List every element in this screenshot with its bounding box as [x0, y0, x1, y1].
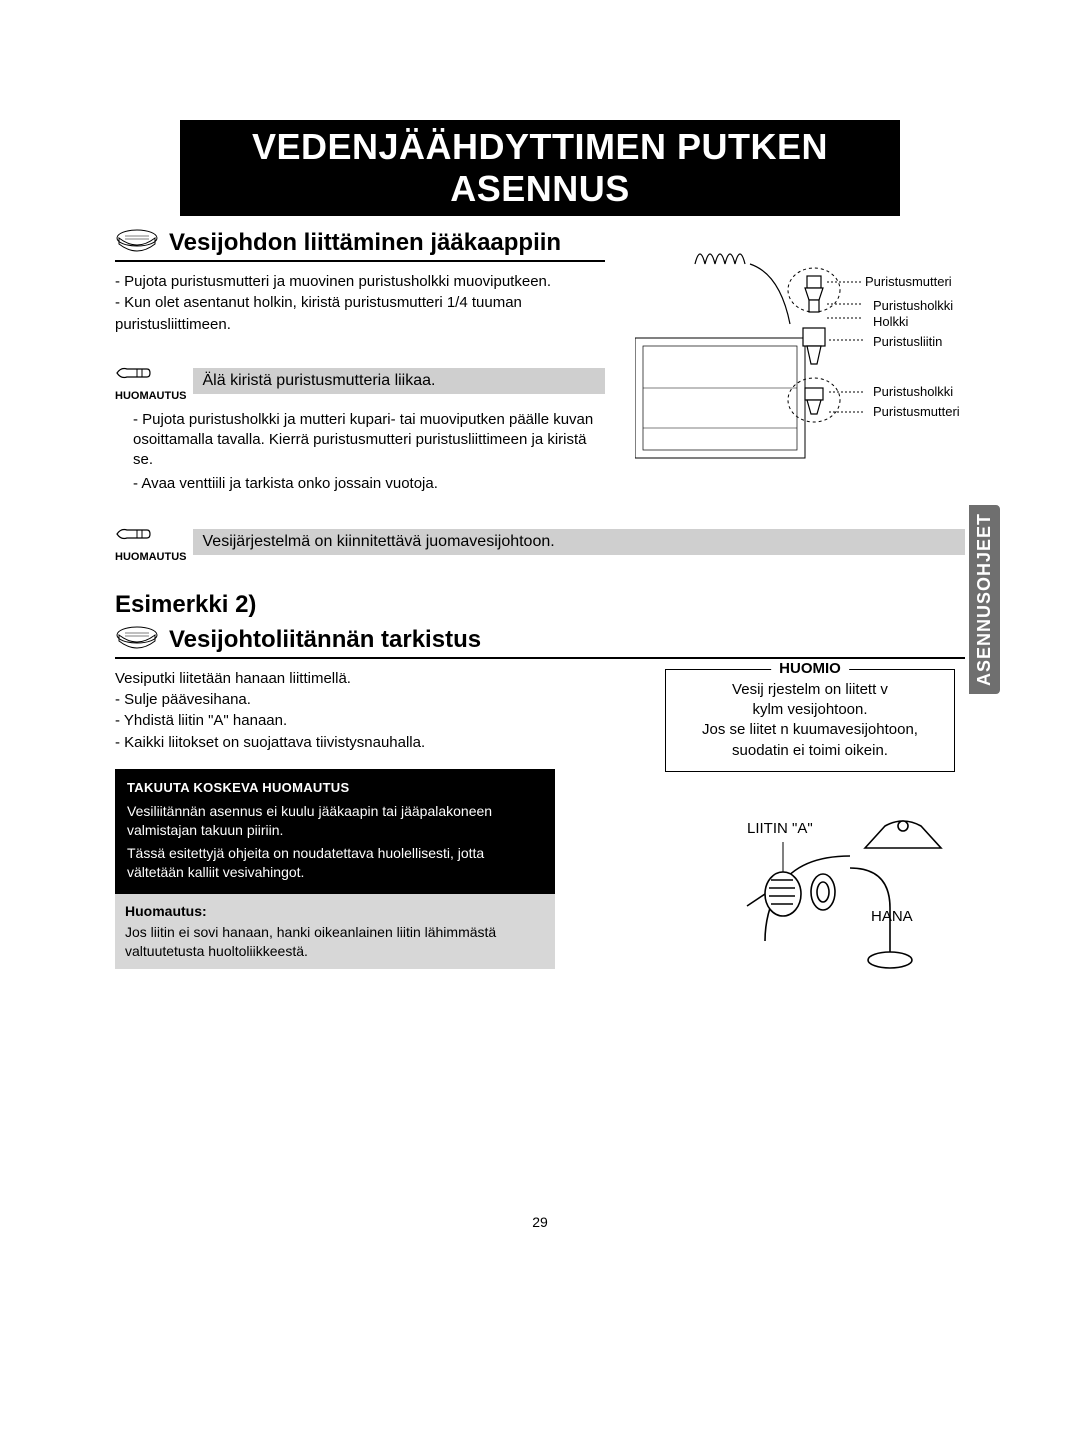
- warranty-title: TAKUUTA KOSKEVA HUOMAUTUS: [127, 779, 543, 797]
- section2-header: Vesijohtoliitännän tarkistus: [115, 625, 965, 659]
- section1-body: - Pujota puristusmutteri ja muovinen pur…: [115, 272, 605, 335]
- hand-point-icon: [115, 522, 151, 546]
- notice1-label: HUOMAUTUS: [115, 390, 187, 402]
- section2-title: Vesijohtoliitännän tarkistus: [169, 626, 481, 654]
- example2-title: Esimerkki 2): [115, 591, 965, 619]
- faucet-diagram: LIITIN "A" HANA: [675, 808, 965, 978]
- caution-title: HUOMIO: [771, 659, 849, 679]
- diagram1-label-6: Puristusmutteri: [873, 404, 960, 419]
- pipe-connection-diagram: Puristusmutteri Puristusholkki Holkki Pu…: [635, 228, 965, 468]
- warranty-box: TAKUUTA KOSKEVA HUOMAUTUS Vesiliitännän …: [115, 769, 555, 894]
- diagram2-label-liitin: LIITIN "A": [747, 820, 813, 837]
- diagram1-label-3: Holkki: [873, 314, 908, 329]
- document-icon: [115, 625, 159, 655]
- document-icon: [115, 228, 159, 258]
- note-box: Huomautus: Jos liitin ei sovi hanaan, ha…: [115, 894, 555, 969]
- notice1: HUOMAUTUS Älä kiristä puristusmutteria l…: [115, 361, 605, 402]
- diagram1-label-4: Puristusliitin: [873, 334, 942, 349]
- diagram1-label-1: Puristusmutteri: [865, 274, 952, 289]
- section1-title: Vesijohdon liittäminen jääkaappiin: [169, 229, 561, 257]
- section2-body: Vesiputki liitetään hanaan liittimellä. …: [115, 669, 635, 753]
- notice2-text: Vesijärjestelmä on kiinnitettävä juomave…: [193, 529, 966, 555]
- note-title: Huomautus:: [125, 902, 545, 921]
- diagram1-label-5: Puristusholkki: [873, 384, 953, 399]
- side-tab: ASENNUSOHJEET: [969, 505, 1000, 694]
- diagram1-label-2: Puristusholkki: [873, 298, 953, 313]
- notice2-label: HUOMAUTUS: [115, 551, 187, 563]
- notice2: HUOMAUTUS Vesijärjestelmä on kiinnitettä…: [115, 522, 965, 563]
- notice1-text: Älä kiristä puristusmutteria liikaa.: [193, 368, 606, 394]
- diagram2-label-hana: HANA: [871, 908, 913, 925]
- hand-point-icon: [115, 361, 151, 385]
- page-number: 29: [532, 1214, 548, 1230]
- main-title: VEDENJÄÄHDYTTIMEN PUTKEN ASENNUS: [180, 120, 900, 216]
- section1-header: Vesijohdon liittäminen jääkaappiin: [115, 228, 605, 262]
- caution-box: HUOMIO Vesij rjestelm on liitett v kylm …: [665, 669, 955, 772]
- section1-sublist: - Pujota puristusholkki ja mutteri kupar…: [115, 410, 605, 494]
